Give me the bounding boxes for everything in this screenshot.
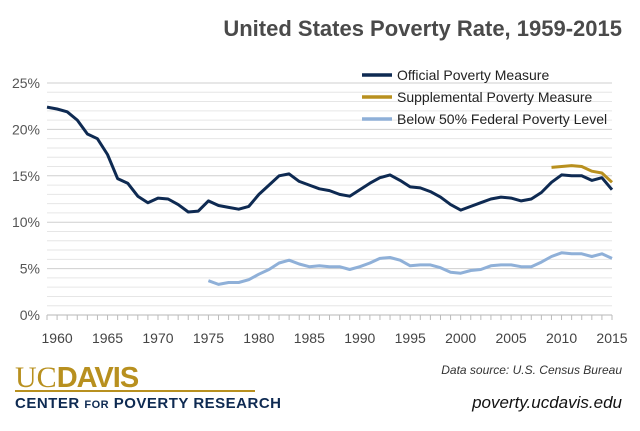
x-tick-label: 1990	[344, 330, 375, 346]
x-tick-label: 1980	[243, 330, 274, 346]
x-tick-label: 1985	[294, 330, 325, 346]
y-tick-label: 15%	[12, 168, 40, 184]
center-name: CENTER FOR POVERTY RESEARCH	[15, 395, 282, 412]
x-tick-label: 2015	[596, 330, 627, 346]
y-tick-label: 25%	[12, 75, 40, 91]
y-tick-label: 20%	[12, 121, 40, 137]
legend-label: Supplemental Poverty Measure	[397, 89, 593, 105]
website-link[interactable]: poverty.ucdavis.edu	[472, 393, 622, 412]
y-tick-label: 0%	[20, 307, 40, 323]
data-source: Data source: U.S. Census Bureau	[441, 363, 622, 377]
y-tick-label: 10%	[12, 214, 40, 230]
x-tick-label: 2005	[496, 330, 527, 346]
x-tick-label: 2010	[546, 330, 577, 346]
series-line-2	[207, 251, 613, 286]
logo-uc: UC	[15, 361, 57, 394]
legend-label: Official Poverty Measure	[397, 67, 549, 83]
chart-title: United States Poverty Rate, 1959-2015	[223, 16, 622, 41]
x-tick-label: 2000	[445, 330, 476, 346]
series-line-0	[46, 105, 614, 214]
logo-divider	[15, 390, 255, 392]
x-tick-label: 1970	[142, 330, 173, 346]
center-name-b: FOR	[84, 399, 110, 411]
ucdavis-logo: UCDAVIS	[15, 361, 139, 395]
series-line-1	[551, 164, 614, 184]
center-name-a: CENTER	[15, 395, 85, 412]
x-tick-label: 1975	[193, 330, 224, 346]
y-tick-label: 5%	[20, 261, 40, 277]
legend-label: Below 50% Federal Poverty Level	[397, 111, 607, 127]
x-tick-label: 1965	[92, 330, 123, 346]
x-tick-label: 1995	[395, 330, 426, 346]
x-tick-label: 1960	[42, 330, 73, 346]
logo-davis: DAVIS	[56, 362, 139, 394]
center-name-c: POVERTY RESEARCH	[109, 395, 282, 412]
